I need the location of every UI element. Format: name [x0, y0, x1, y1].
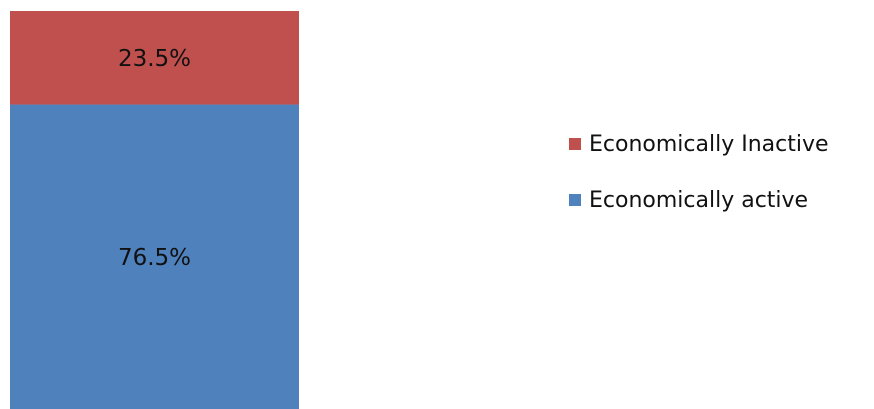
legend-item-economically-active: Economically active: [569, 182, 869, 218]
bar-segment-economically-active: [10, 104, 299, 409]
bar-segment-economically-inactive: [10, 11, 299, 105]
legend-label-economically-inactive: Economically Inactive: [589, 131, 829, 157]
chart-legend: Economically Inactive Economically activ…: [569, 126, 869, 238]
legend-item-economically-inactive: Economically Inactive: [569, 126, 869, 162]
legend-swatch-economically-active: [569, 194, 581, 206]
data-label-economically-inactive: 23.5%: [118, 46, 191, 72]
data-label-economically-active: 76.5%: [118, 245, 191, 271]
legend-swatch-economically-inactive: [569, 138, 581, 150]
legend-label-economically-active: Economically active: [589, 187, 809, 213]
